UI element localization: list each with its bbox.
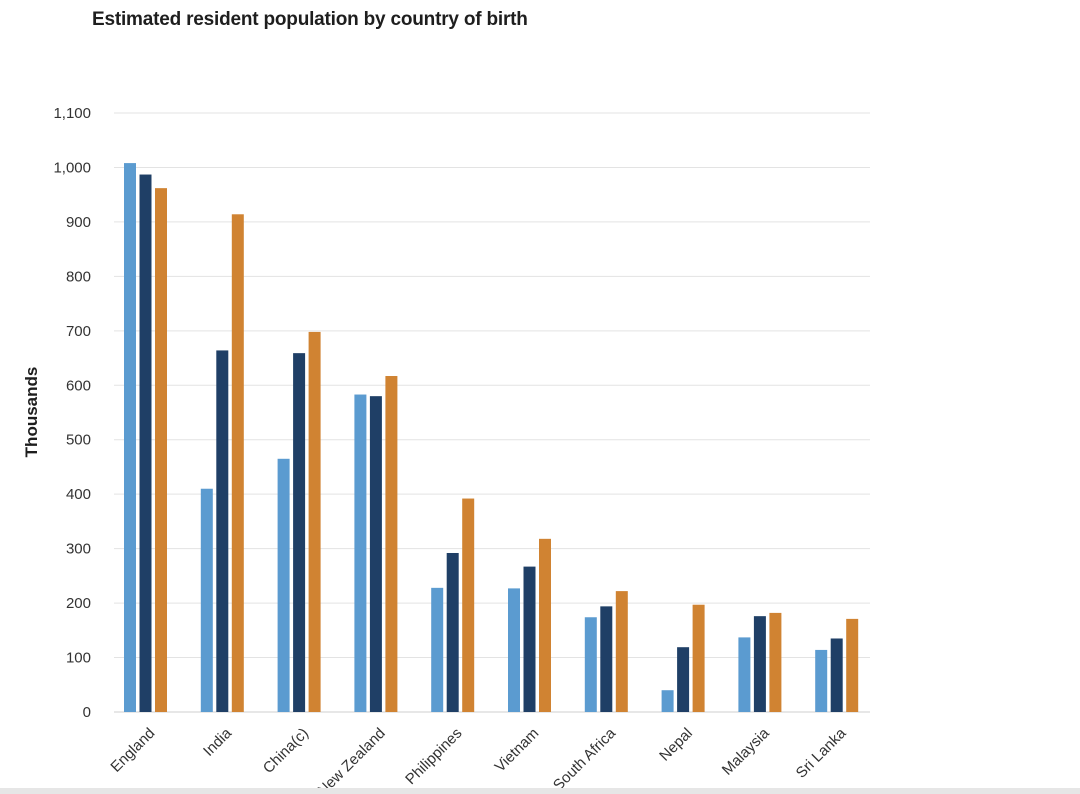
y-tick-label: 0 xyxy=(83,704,91,721)
x-tick-label: Vietnam xyxy=(492,725,543,776)
bar xyxy=(216,350,229,712)
y-tick-label: 300 xyxy=(66,541,91,558)
x-tick-label: Philippines xyxy=(402,725,465,788)
y-tick-label: 600 xyxy=(66,377,91,394)
bar xyxy=(692,604,705,712)
y-tick-label: 200 xyxy=(66,595,91,612)
bar xyxy=(231,214,244,712)
chart-title: Estimated resident population by country… xyxy=(92,9,528,30)
y-tick-label: 800 xyxy=(66,268,91,285)
bar xyxy=(769,612,782,712)
bar xyxy=(815,649,828,712)
y-tick-label: 700 xyxy=(66,323,91,340)
x-tick-label: Sri Lanka xyxy=(793,724,850,781)
x-tick-label: India xyxy=(200,724,235,759)
bar xyxy=(293,353,306,712)
bar xyxy=(584,617,597,712)
y-tick-label: 1,000 xyxy=(53,159,91,176)
bar xyxy=(277,458,290,712)
bars xyxy=(124,163,859,713)
y-tick-label: 100 xyxy=(66,650,91,667)
y-tick-label: 1,100 xyxy=(53,105,91,122)
x-tick-label: South Africa xyxy=(550,724,620,794)
bar xyxy=(846,618,859,712)
bar xyxy=(462,498,475,712)
y-tick-label: 500 xyxy=(66,432,91,449)
bar xyxy=(830,638,843,712)
bar xyxy=(539,538,551,712)
y-axis-label: Thousands xyxy=(22,367,41,458)
bar xyxy=(308,331,321,712)
bar xyxy=(738,637,751,712)
bar xyxy=(155,188,167,712)
bar xyxy=(139,174,152,712)
bar xyxy=(200,488,213,712)
bar xyxy=(354,394,367,712)
bar xyxy=(385,376,398,712)
bar xyxy=(753,616,766,712)
bar xyxy=(661,690,674,712)
y-axis-ticks: 0 100 200 300 400 500 600 700 800 900 1,000 1,100 xyxy=(53,105,91,721)
bar xyxy=(615,591,628,712)
bar xyxy=(446,552,459,712)
bottom-scrollbar-strip xyxy=(0,788,1080,794)
x-tick-label: China(c) xyxy=(260,725,312,777)
bar xyxy=(523,566,536,712)
bar xyxy=(369,396,382,712)
x-tick-label: Nepal xyxy=(656,725,696,765)
bar xyxy=(124,163,136,713)
x-tick-label: Malaysia xyxy=(719,724,773,778)
bar xyxy=(600,606,613,712)
gridlines xyxy=(114,112,870,713)
bar xyxy=(508,588,520,712)
x-axis-ticks: England India China(c) New Zealand Philippin… xyxy=(107,724,850,794)
bar xyxy=(431,587,444,712)
y-tick-label: 900 xyxy=(66,214,91,231)
x-tick-label: New Zealand xyxy=(314,725,389,794)
y-tick-label: 400 xyxy=(66,486,91,503)
x-tick-label: England xyxy=(107,725,158,776)
bar xyxy=(677,647,690,712)
